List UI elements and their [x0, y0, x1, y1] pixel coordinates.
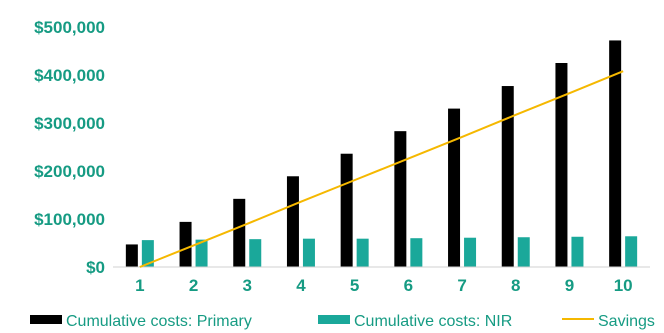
savings-line [139, 70, 624, 268]
savings-line-layer [139, 70, 624, 268]
x-tick-label: 5 [350, 276, 359, 295]
bar-primary [179, 221, 192, 267]
x-tick-label: 8 [511, 276, 520, 295]
bar-nir [625, 236, 638, 267]
bar-primary [125, 244, 138, 267]
legend: Cumulative costs: Primary Cumulative cost… [30, 313, 655, 330]
y-tick-label: $400,000 [34, 66, 105, 85]
bar-primary [448, 108, 461, 267]
bar-nir [464, 237, 477, 267]
bar-primary [340, 153, 353, 267]
bar-primary [286, 176, 299, 267]
legend-swatch [318, 315, 350, 324]
legend-label: Cumulative costs: NIR [354, 313, 512, 330]
bar-primary [501, 86, 514, 267]
x-tick-label: 3 [243, 276, 252, 295]
y-tick-label: $100,000 [34, 210, 105, 229]
legend-label: Savings [598, 313, 655, 330]
bar-nir [356, 238, 369, 267]
bar-nir [195, 239, 208, 267]
bar-primary [609, 40, 622, 267]
x-tick-label: 7 [457, 276, 466, 295]
x-tick-label: 2 [189, 276, 198, 295]
bar-primary [394, 131, 407, 267]
bars [125, 40, 638, 267]
x-tick-label: 9 [565, 276, 574, 295]
x-tick-label: 1 [135, 276, 144, 295]
bar-nir [249, 239, 262, 267]
bar-nir [410, 238, 423, 267]
x-tick-label: 6 [404, 276, 413, 295]
x-axis: 1 2 3 4 5 6 7 8 9 10 [113, 266, 650, 295]
y-tick-label: $0 [86, 258, 105, 277]
bar-primary [555, 63, 568, 267]
legend-swatch [30, 315, 62, 324]
bar-nir [517, 237, 530, 267]
x-tick-label: 4 [296, 276, 306, 295]
y-tick-label: $300,000 [34, 114, 105, 133]
bar-nir [141, 240, 154, 267]
y-axis: $0 $100,000 $200,000 $300,000 $400,000 $500,0… [34, 18, 105, 277]
y-tick-label: $200,000 [34, 162, 105, 181]
x-tick-label: 10 [614, 276, 633, 295]
bar-primary [233, 198, 246, 267]
bar-nir [302, 238, 315, 267]
legend-label: Cumulative costs: Primary [66, 313, 252, 330]
bar-nir [571, 236, 584, 267]
y-tick-label: $500,000 [34, 18, 105, 37]
